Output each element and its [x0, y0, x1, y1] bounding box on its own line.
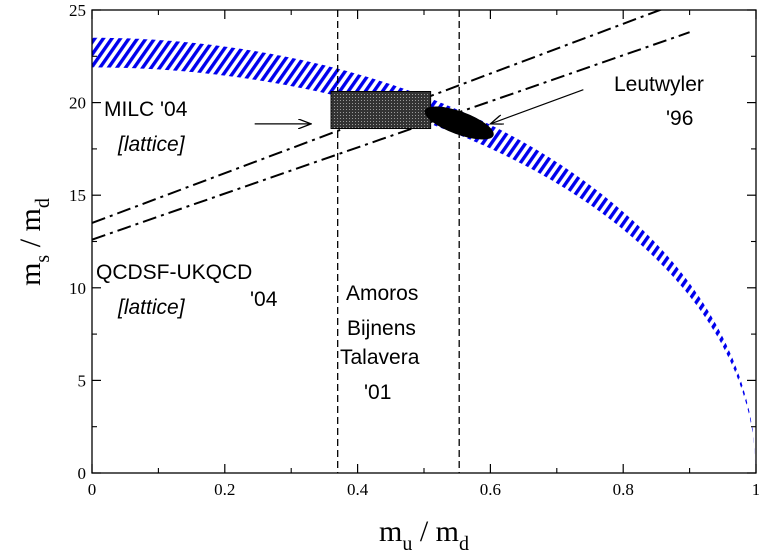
plot-area — [92, 10, 756, 473]
arrow — [490, 89, 584, 124]
y-tick-label: 25 — [69, 1, 86, 20]
x-tick-label: 0.8 — [613, 480, 634, 499]
milc-box — [330, 90, 432, 130]
leutwyler-ellipse — [424, 106, 494, 140]
annotation-qcdsf: QCDSF-UKQCD [lattice] '04 — [96, 261, 278, 319]
abt-year-label: '01 — [364, 381, 391, 404]
y-tick-label: 5 — [78, 371, 87, 390]
qcdsf-year-label: '04 — [250, 288, 278, 311]
annotation-leutwyler: Leutwyler '96 — [614, 73, 704, 130]
dashdot-line — [92, 31, 690, 241]
annotation-abt: Amoros Bijnens Talavera '01 — [340, 282, 420, 404]
dashdot-lines — [92, 10, 690, 241]
x-tick-label: 0.2 — [214, 480, 235, 499]
x-axis-label: mu / md — [379, 515, 469, 555]
qcdsf-lattice-label: [lattice] — [117, 296, 186, 319]
x-tick-label: 0.6 — [480, 480, 501, 499]
arrows — [254, 89, 584, 124]
y-tick-label: 10 — [69, 279, 86, 298]
y-tick-label: 20 — [69, 94, 86, 113]
y-axis-label: ms / md — [14, 198, 54, 286]
leutwyler-label: Leutwyler — [614, 73, 704, 96]
milc-lattice-label: [lattice] — [117, 133, 186, 156]
talavera-label: Talavera — [340, 346, 420, 369]
qcdsf-label: QCDSF-UKQCD — [96, 261, 252, 284]
x-tick-label: 0 — [88, 480, 97, 499]
bijnens-label: Bijnens — [347, 317, 416, 340]
annotation-milc: MILC '04 [lattice] — [104, 98, 188, 156]
leutwyler-year-label: '96 — [666, 107, 693, 130]
vertical-lines — [337, 10, 460, 473]
y-tick-label: 0 — [78, 464, 87, 483]
milc-label: MILC '04 — [104, 98, 188, 121]
x-tick-label: 0.4 — [347, 480, 369, 499]
y-tick-label: 15 — [69, 186, 86, 205]
x-tick-label: 1 — [752, 480, 759, 499]
amoros-label: Amoros — [346, 282, 418, 305]
